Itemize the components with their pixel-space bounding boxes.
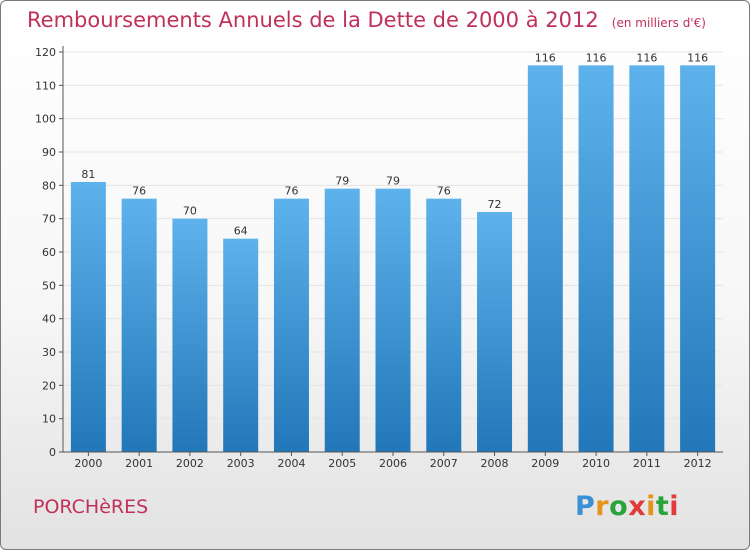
data-label: 79 bbox=[335, 175, 349, 188]
bar-2011 bbox=[629, 65, 665, 452]
x-tick-label: 2005 bbox=[328, 457, 356, 470]
data-label: 116 bbox=[636, 51, 657, 64]
data-label: 116 bbox=[687, 51, 708, 64]
y-tick-label: 10 bbox=[42, 413, 56, 426]
town-name: PORCHèRES bbox=[33, 496, 149, 518]
y-tick-label: 30 bbox=[42, 346, 56, 359]
bar-2003 bbox=[223, 238, 259, 452]
data-labels: 81 76 70 64 76 79 79 76 72 116 116 116 116 bbox=[81, 51, 708, 237]
data-label: 64 bbox=[234, 225, 248, 238]
x-tick-label: 2011 bbox=[633, 457, 661, 470]
bar-2006 bbox=[375, 188, 411, 452]
bar-chart: 81 76 70 64 76 79 79 76 72 116 116 116 116 0 10 20 30 40… bbox=[35, 46, 723, 470]
bar-2007 bbox=[426, 198, 462, 452]
y-tick-label: 40 bbox=[42, 313, 56, 326]
y-tick-label: 100 bbox=[35, 113, 56, 126]
bar-2001 bbox=[121, 198, 157, 452]
data-label: 72 bbox=[488, 198, 502, 211]
x-tick-label: 2009 bbox=[531, 457, 559, 470]
data-label: 76 bbox=[437, 185, 451, 198]
y-tick-label: 120 bbox=[35, 46, 56, 59]
x-tick-label: 2006 bbox=[379, 457, 407, 470]
x-tick-label: 2012 bbox=[684, 457, 712, 470]
x-tick-label: 2010 bbox=[582, 457, 610, 470]
data-label: 70 bbox=[183, 205, 197, 218]
y-tick-label: 70 bbox=[42, 213, 56, 226]
x-tick-label: 2007 bbox=[430, 457, 458, 470]
bars bbox=[70, 65, 716, 452]
y-tick-label: 50 bbox=[42, 279, 56, 292]
proxiti-logo: Proxiti bbox=[575, 491, 680, 522]
y-tick-label: 80 bbox=[42, 179, 56, 192]
x-tick-label: 2002 bbox=[176, 457, 204, 470]
bar-2012 bbox=[680, 65, 716, 452]
x-tick-label: 2008 bbox=[481, 457, 509, 470]
chart-title-unit: (en milliers d'€) bbox=[611, 16, 706, 30]
bar-2010 bbox=[578, 65, 614, 452]
data-label: 76 bbox=[284, 185, 298, 198]
bar-2008 bbox=[477, 212, 513, 452]
x-tick-label: 2004 bbox=[277, 457, 305, 470]
x-tick-label: 2000 bbox=[74, 457, 102, 470]
y-tick-label: 0 bbox=[49, 446, 56, 459]
bar-2004 bbox=[273, 198, 309, 452]
bar-2002 bbox=[172, 218, 208, 452]
y-tick-label: 20 bbox=[42, 379, 56, 392]
data-label: 116 bbox=[586, 51, 607, 64]
bar-2000 bbox=[70, 182, 106, 452]
y-tick-label: 110 bbox=[35, 79, 56, 92]
chart-title: Remboursements Annuels de la Dette de 20… bbox=[27, 8, 706, 32]
data-label: 116 bbox=[535, 51, 556, 64]
axes: 0 10 20 30 40 50 60 70 80 90 100 110 120 2000 2001 2002… bbox=[35, 46, 723, 470]
bar-2005 bbox=[324, 188, 360, 452]
y-tick-label: 90 bbox=[42, 146, 56, 159]
bar-2009 bbox=[527, 65, 563, 452]
x-tick-label: 2003 bbox=[227, 457, 255, 470]
data-label: 81 bbox=[81, 168, 95, 181]
chart-title-main: Remboursements Annuels de la Dette de 20… bbox=[27, 8, 599, 32]
y-tick-label: 60 bbox=[42, 246, 56, 259]
data-label: 76 bbox=[132, 185, 146, 198]
x-tick-label: 2001 bbox=[125, 457, 153, 470]
data-label: 79 bbox=[386, 175, 400, 188]
